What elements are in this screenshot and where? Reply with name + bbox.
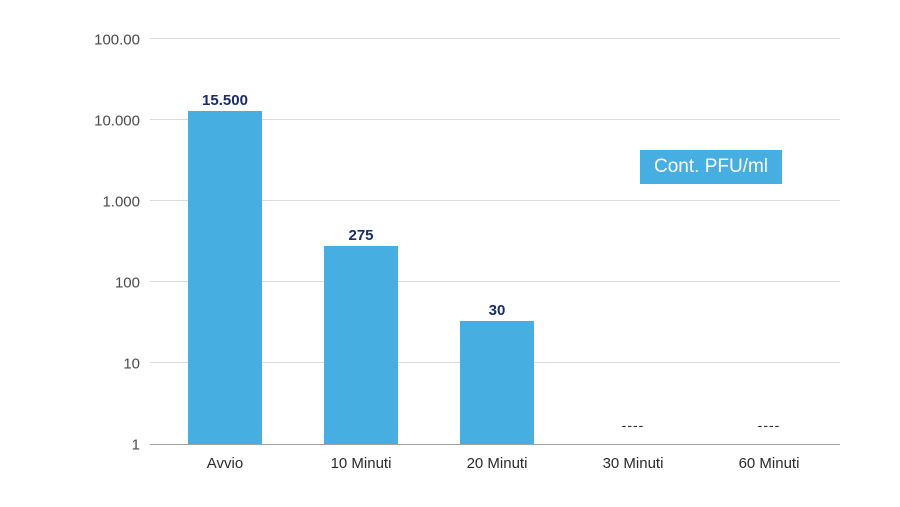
gridline xyxy=(150,38,840,39)
data-label-null: ---- xyxy=(758,417,781,433)
legend: Cont. PFU/ml xyxy=(640,150,782,184)
data-label: 275 xyxy=(348,227,373,244)
data-label: 15.500 xyxy=(202,92,248,109)
y-tick-label: 1 xyxy=(80,437,140,454)
data-label-null: ---- xyxy=(622,417,645,433)
x-tick-label: 60 Minuti xyxy=(739,455,800,472)
y-tick-label: 10.000 xyxy=(80,113,140,130)
y-tick-label: 100 xyxy=(80,275,140,292)
bar-20min xyxy=(460,321,534,444)
bar-avvio xyxy=(188,111,262,444)
y-tick-label: 100.00 xyxy=(80,32,140,49)
x-tick-label: 10 Minuti xyxy=(331,455,392,472)
x-tick-label: 30 Minuti xyxy=(603,455,664,472)
x-tick-label: Avvio xyxy=(207,455,243,472)
x-tick-label: 20 Minuti xyxy=(467,455,528,472)
y-tick-label: 1.000 xyxy=(80,194,140,211)
data-label: 30 xyxy=(489,302,506,319)
bar-10min xyxy=(324,246,398,444)
y-tick-label: 10 xyxy=(80,356,140,373)
bar-chart: 1 10 100 1.000 10.000 100.00 15.500 275 … xyxy=(0,0,900,507)
plot-area xyxy=(150,40,840,445)
